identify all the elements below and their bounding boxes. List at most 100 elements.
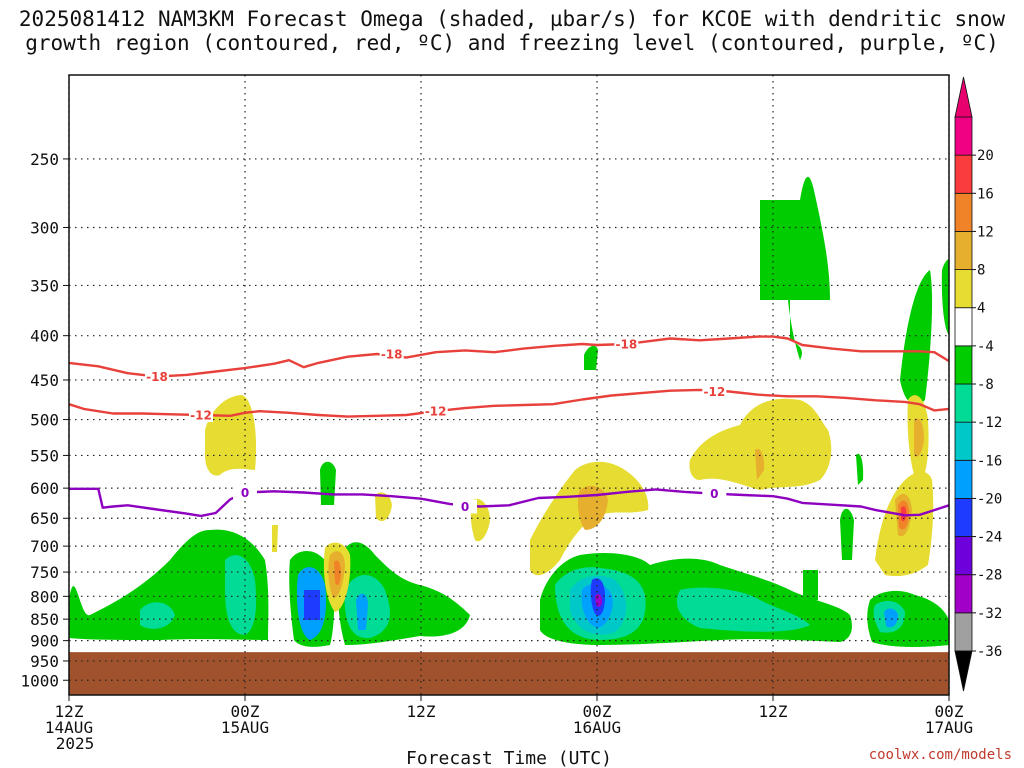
contour-label: -12 <box>190 409 212 423</box>
omega-region-orange <box>914 418 924 457</box>
contour-label-bg <box>614 337 639 352</box>
contour-label-bg <box>702 384 727 399</box>
contour-label: 0 <box>461 500 469 514</box>
omega-region-green <box>760 176 830 360</box>
omega-region-teal <box>676 587 810 632</box>
omega-region-green <box>840 508 854 560</box>
colorbar-label: 20 <box>977 148 994 164</box>
omega-region-yellow <box>272 525 278 552</box>
contour-label: -12 <box>703 385 725 399</box>
contour-label: -12 <box>425 405 447 419</box>
omega-region-green <box>320 461 336 505</box>
y-tick-label: 750 <box>30 563 59 582</box>
colorbar-label: 12 <box>977 224 994 240</box>
contour-label-bg <box>379 347 404 362</box>
contour-label-bg <box>423 404 448 419</box>
colorbar-label: -16 <box>977 453 1002 469</box>
x-tick-label: 12Z <box>407 702 436 721</box>
omega-region-teal <box>225 555 257 635</box>
x-tick-label: 00Z <box>583 702 612 721</box>
colorbar-label: -8 <box>977 377 994 393</box>
colorbar-segment <box>954 536 973 576</box>
colorbar-label: -32 <box>977 606 1002 622</box>
y-tick-label: 700 <box>30 537 59 556</box>
colorbar-segment <box>954 269 973 309</box>
contour-label-bg <box>453 499 477 514</box>
x-tick-label: 2025 <box>56 734 95 753</box>
omega-region-orange <box>755 448 765 480</box>
y-tick-label: 350 <box>30 276 59 295</box>
omega-region-green <box>69 529 269 640</box>
plot-frame <box>68 74 950 696</box>
contour-label-bg <box>702 486 727 501</box>
x-axis-label: Forecast Time (UTC) <box>406 748 612 768</box>
contour-label-bg <box>145 369 169 384</box>
x-tick-label: 12Z <box>55 702 84 721</box>
y-tick-label: 450 <box>30 371 59 390</box>
colorbar: -36 -32 -28 -24 -20 -16 -12 -8 -4 4 8 12 16 20 <box>954 76 1002 692</box>
colorbar-segment <box>954 459 973 499</box>
colorbar-label: 8 <box>977 263 985 279</box>
omega-region-lightblue <box>356 593 368 630</box>
colorbar-label: -20 <box>977 491 1002 507</box>
x-tick-label: 16AUG <box>573 718 621 737</box>
omega-region-green <box>900 270 933 405</box>
colorbar-label: 4 <box>977 301 985 317</box>
contour-label: 0 <box>710 487 718 501</box>
contour-label: 0 <box>241 486 249 500</box>
omega-region-yellow <box>375 492 392 522</box>
contour-label: -18 <box>615 338 637 352</box>
y-tick-label: 1000 <box>20 671 59 690</box>
colorbar-segment <box>954 154 973 194</box>
colorbar-segment <box>954 192 973 232</box>
y-tick-label: 250 <box>30 150 59 169</box>
omega-region-green <box>803 570 818 600</box>
y-tick-label: 850 <box>30 610 59 629</box>
contour-label-bg <box>189 408 213 423</box>
colorbar-segment <box>954 307 973 347</box>
colorbar-under-arrow <box>954 650 973 692</box>
colorbar-label: -4 <box>977 339 994 355</box>
omega-region-green <box>856 453 864 485</box>
contour-line-minus12 <box>68 388 950 418</box>
plot-area: -18 -18 -18 -12 -12 -12 0 0 0 <box>68 74 950 696</box>
x-tick-label: 00Z <box>935 702 964 721</box>
colorbar-label: 16 <box>977 186 994 202</box>
credit-text: coolwx.com/models <box>869 747 1012 763</box>
colorbar-label: -12 <box>977 415 1002 431</box>
y-tick-label: 550 <box>30 446 59 465</box>
y-tick-label: 600 <box>30 479 59 498</box>
y-tick-label: 900 <box>30 632 59 651</box>
y-tick-label: 950 <box>30 652 59 671</box>
colorbar-segment <box>954 116 973 156</box>
colorbar-segment <box>954 421 973 461</box>
y-tick-label: 300 <box>30 218 59 237</box>
omega-region-orange <box>577 485 608 530</box>
omega-region-lightblue <box>884 608 898 628</box>
x-tick-label: 12Z <box>759 702 788 721</box>
x-tick-label: 14AUG <box>45 718 93 737</box>
y-axis-ticks: 250 300 350 400 450 500 550 600 650 700 750 800 850 9… <box>20 150 69 690</box>
y-tick-label: 800 <box>30 587 59 606</box>
omega-region-green <box>584 345 598 370</box>
chart-title-line1: 2025081412 NAM3KM Forecast Omega (shaded… <box>19 7 1006 31</box>
omega-region-green <box>941 259 949 335</box>
colorbar-label: -36 <box>977 644 1002 660</box>
contour-line-0 <box>69 487 950 518</box>
colorbar-segment <box>954 612 973 652</box>
terrain-band <box>69 652 949 695</box>
contour-lines: -18 -18 -18 -12 -12 -12 0 0 0 <box>68 335 950 518</box>
chart-title-line2: growth region (contoured, red, ºC) and f… <box>25 31 999 55</box>
y-tick-label: 650 <box>30 509 59 528</box>
omega-region-darkorange <box>334 560 341 586</box>
colorbar-segment <box>954 231 973 270</box>
colorbar-label: -24 <box>977 530 1002 546</box>
x-tick-label: 17AUG <box>925 718 973 737</box>
contour-label: -18 <box>146 370 168 384</box>
x-tick-label: 00Z <box>231 702 260 721</box>
colorbar-label: -28 <box>977 568 1002 584</box>
colorbar-segment <box>954 345 973 385</box>
contour-label: -18 <box>381 348 403 362</box>
